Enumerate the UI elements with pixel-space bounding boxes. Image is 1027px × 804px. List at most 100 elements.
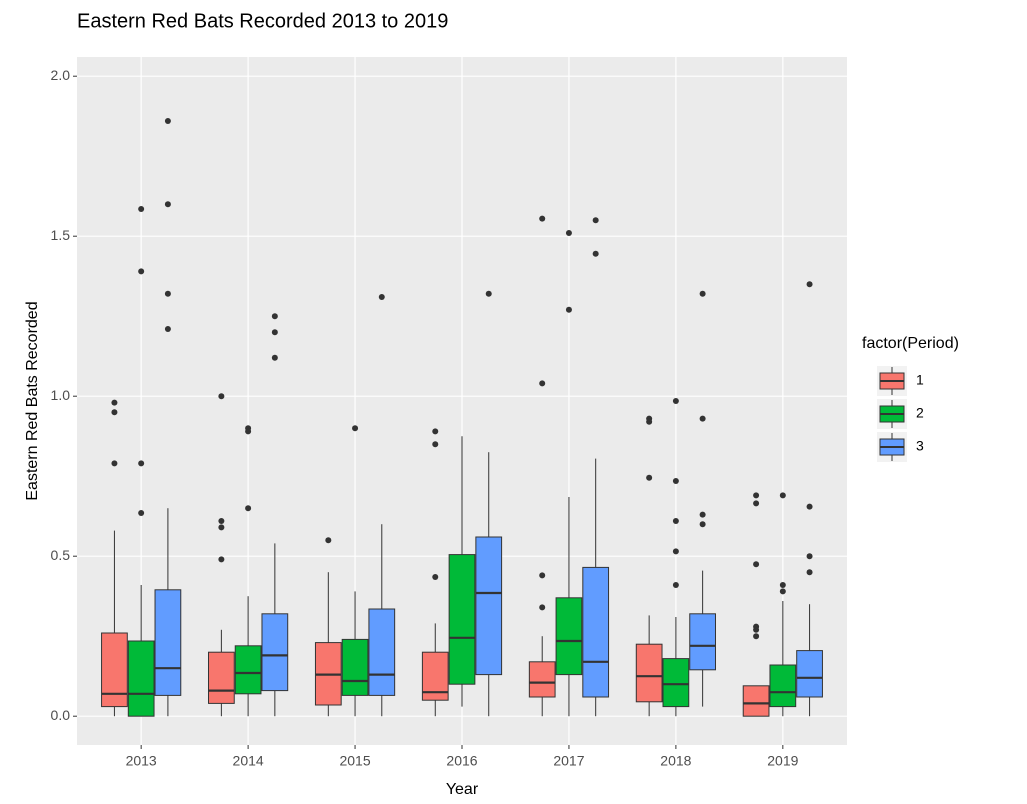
outlier	[218, 518, 225, 524]
y-tick-label: 1.0	[51, 387, 71, 403]
outlier	[218, 524, 225, 531]
box-body	[555, 597, 583, 676]
legend-label: 3	[916, 438, 924, 454]
outlier	[753, 626, 760, 633]
outlier	[138, 510, 145, 516]
outlier	[378, 294, 385, 300]
outlier	[699, 521, 706, 528]
outlier	[672, 398, 679, 404]
y-axis-title: Eastern Red Bats Recorded	[24, 301, 41, 500]
box-body	[769, 664, 797, 708]
outlier	[646, 418, 653, 425]
outlier	[218, 393, 225, 400]
box-body	[341, 638, 369, 696]
box-body	[528, 661, 556, 698]
outlier	[753, 500, 760, 507]
outlier	[565, 230, 572, 236]
box-body	[154, 589, 182, 696]
outlier	[271, 329, 278, 336]
box	[662, 398, 690, 717]
outlier	[111, 409, 118, 416]
outlier	[806, 553, 813, 560]
box	[261, 313, 289, 717]
outlier	[699, 511, 706, 518]
box	[555, 230, 583, 717]
outlier	[779, 492, 786, 499]
legend-label: 2	[916, 405, 924, 421]
box	[742, 492, 770, 717]
outlier	[806, 569, 813, 576]
box	[582, 217, 610, 717]
x-tick-label: 2017	[553, 753, 584, 769]
box	[154, 118, 182, 717]
box-body	[208, 651, 235, 704]
box-body	[234, 645, 262, 695]
box	[769, 492, 797, 717]
outlier	[806, 281, 813, 288]
box	[127, 206, 155, 717]
outlier	[432, 428, 439, 435]
outlier	[245, 428, 252, 435]
y-tick-label: 2.0	[51, 67, 71, 83]
outlier	[111, 399, 118, 406]
box-body	[796, 650, 823, 698]
box	[341, 425, 369, 717]
outlier	[271, 354, 278, 361]
box	[448, 436, 476, 707]
x-tick-label: 2019	[767, 753, 798, 769]
box-body	[368, 608, 396, 696]
outlier	[672, 582, 679, 588]
y-tick-label: 0.5	[51, 547, 71, 563]
outlier	[325, 537, 332, 544]
outlier	[753, 492, 760, 499]
outlier	[432, 441, 439, 448]
outlier	[539, 380, 546, 387]
outlier	[432, 574, 439, 580]
outlier	[164, 118, 171, 124]
outlier	[565, 306, 572, 313]
outlier	[164, 326, 171, 332]
box-body	[261, 613, 289, 692]
outlier	[672, 518, 679, 524]
outlier	[672, 548, 679, 555]
outlier	[699, 415, 706, 422]
box	[475, 290, 503, 717]
outlier	[138, 268, 145, 275]
outlier	[539, 572, 546, 579]
x-tick-label: 2015	[339, 753, 370, 769]
box	[314, 537, 342, 717]
outlier	[164, 201, 171, 208]
outlier	[138, 206, 145, 212]
box-body	[689, 613, 716, 671]
box	[421, 428, 449, 717]
legend-label: 1	[916, 372, 924, 388]
outlier	[539, 604, 546, 611]
y-tick-label: 1.5	[51, 227, 71, 243]
x-tick-label: 2018	[660, 753, 691, 769]
box-body	[127, 640, 155, 717]
box	[796, 281, 823, 717]
box	[101, 399, 128, 717]
outlier	[352, 425, 359, 432]
chart-title: Eastern Red Bats Recorded 2013 to 2019	[77, 10, 448, 32]
box	[528, 215, 556, 717]
outlier	[646, 474, 653, 481]
outlier	[699, 290, 706, 297]
outlier	[592, 250, 599, 257]
outlier	[592, 217, 599, 224]
outlier	[539, 215, 546, 222]
box	[368, 294, 396, 717]
box-body	[742, 685, 770, 717]
outlier	[779, 588, 786, 595]
box-body	[662, 658, 690, 708]
outlier	[218, 556, 225, 563]
outlier	[138, 460, 145, 467]
box-body	[475, 536, 503, 676]
box-body	[582, 566, 610, 698]
box-body	[448, 554, 476, 685]
outlier	[245, 505, 252, 512]
box	[689, 290, 716, 707]
box	[635, 415, 663, 717]
x-tick-label: 2013	[126, 753, 157, 769]
